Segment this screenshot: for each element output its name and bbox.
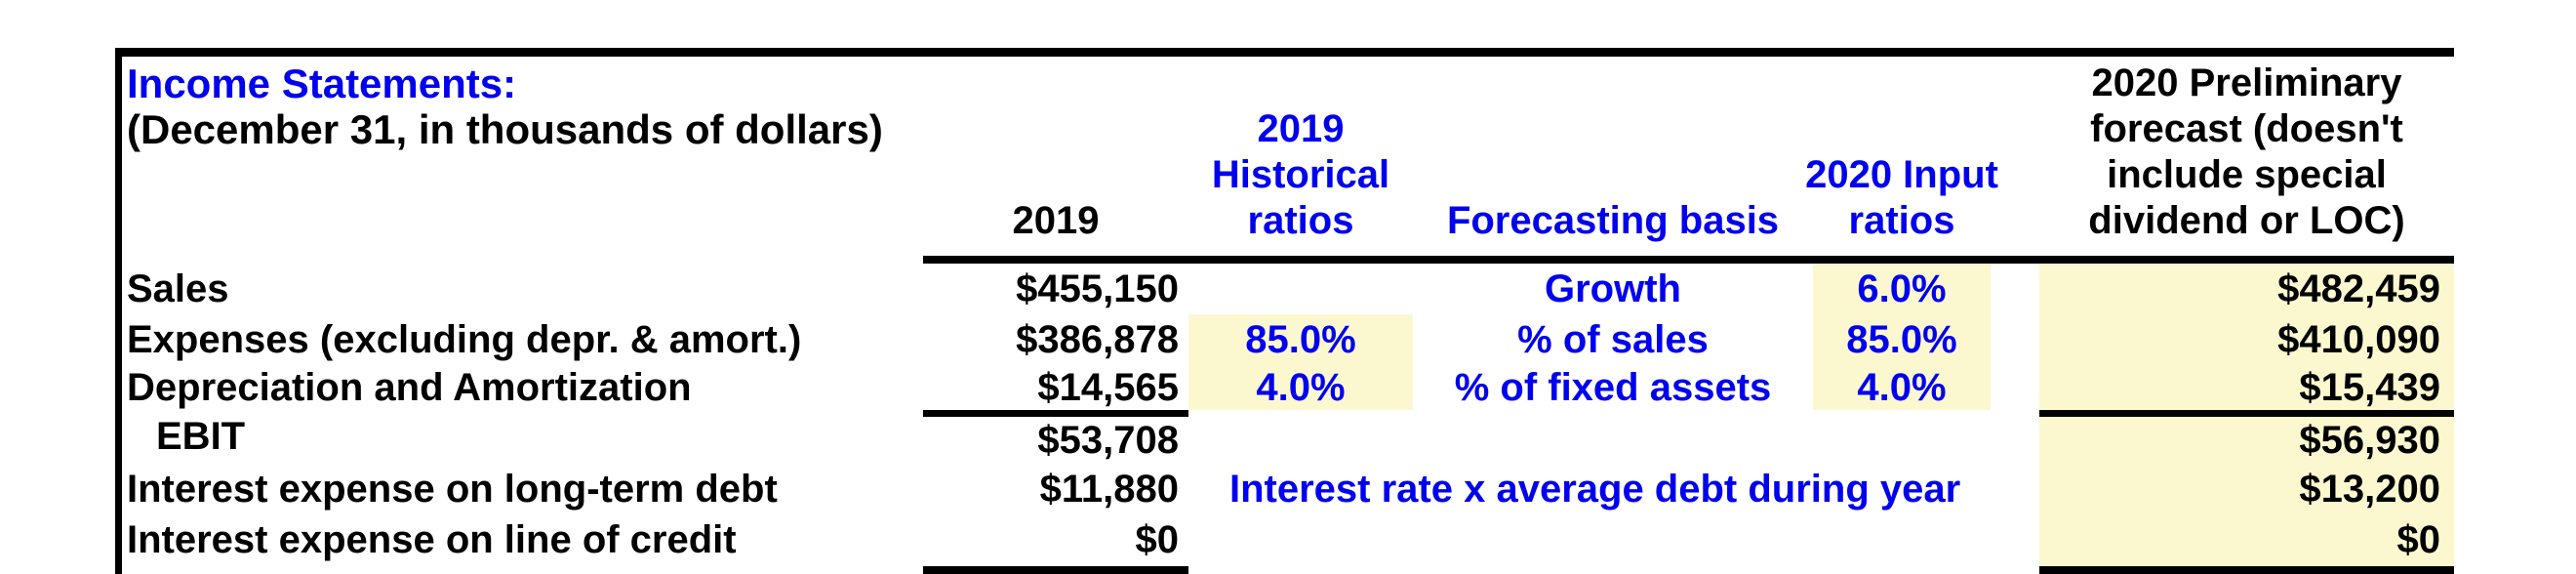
cell-depreciation-forecasting-basis: % of fixed assets [1454,365,1772,409]
cell-ebit-forecast: $56,930 [2039,410,2454,464]
row-label-ebit: EBIT [156,415,246,458]
table-top-border [115,48,2454,57]
cell-expenses-2019: $386,878 [1016,317,1179,361]
column-header-2020-preliminary-forecast: 2020 Preliminary forecast (doesn't inclu… [2088,62,2405,242]
cell-sales-2019: $455,150 [1016,266,1179,310]
row-label-interest-loc: Interest expense on line of credit [127,518,737,561]
cell-interest-loc-forecast: $0 [2039,514,2454,566]
row-label-interest-ltd: Interest expense on long-term debt [127,467,778,511]
cell-expenses-forecasting-basis: % of sales [1517,317,1709,361]
income-statement-table: Income Statements: (December 31, in thou… [115,57,2454,574]
header-title-block: Income Statements: (December 31, in thou… [115,57,923,256]
column-header-forecasting-basis: Forecasting basis [1446,199,1780,242]
cell-sales-forecasting-basis: Growth [1545,266,1681,310]
cell-expenses-historical-ratio[interactable]: 85.0% [1188,314,1413,365]
cell-depreciation-2019: $14,565 [1037,365,1179,409]
input-cell-sales-growth-rate[interactable]: 6.0% [1813,264,1991,314]
page-title: Income Statements: [127,61,517,106]
cell-depreciation-historical-ratio[interactable]: 4.0% [1188,365,1413,410]
note-interest-calculation: Interest rate x average debt during year [1229,467,1961,511]
row-label-sales: Sales [127,266,229,310]
bottom-border-forecast-column [2039,566,2454,574]
input-cell-depreciation-ratio[interactable]: 4.0% [1813,365,1991,410]
cell-ebit-2019: $53,708 [923,410,1188,464]
cell-sales-forecast: $482,459 [2039,264,2454,314]
input-cell-expenses-ratio[interactable]: 85.0% [1813,314,1991,365]
cell-interest-ltd-forecast: $13,200 [2039,464,2454,514]
column-header-historical-ratios: 2019 Historical ratios [1211,107,1390,242]
row-label-depreciation: Depreciation and Amortization [127,365,692,409]
table-left-border [115,48,122,574]
header-underline [923,256,2454,264]
bottom-border-2019-column [923,566,1188,574]
cell-interest-loc-2019: $0 [1135,518,1180,561]
column-header-2019: 2019 [1012,199,1100,242]
cell-depreciation-forecast: $15,439 [2039,365,2454,410]
cell-expenses-forecast: $410,090 [2039,314,2454,365]
column-header-2020-input-ratios: 2020 Input ratios [1805,153,1998,242]
cell-interest-ltd-2019: $11,880 [1039,467,1179,511]
page-subtitle: (December 31, in thousands of dollars) [127,106,883,152]
row-label-expenses: Expenses (excluding depr. & amort.) [127,317,802,361]
